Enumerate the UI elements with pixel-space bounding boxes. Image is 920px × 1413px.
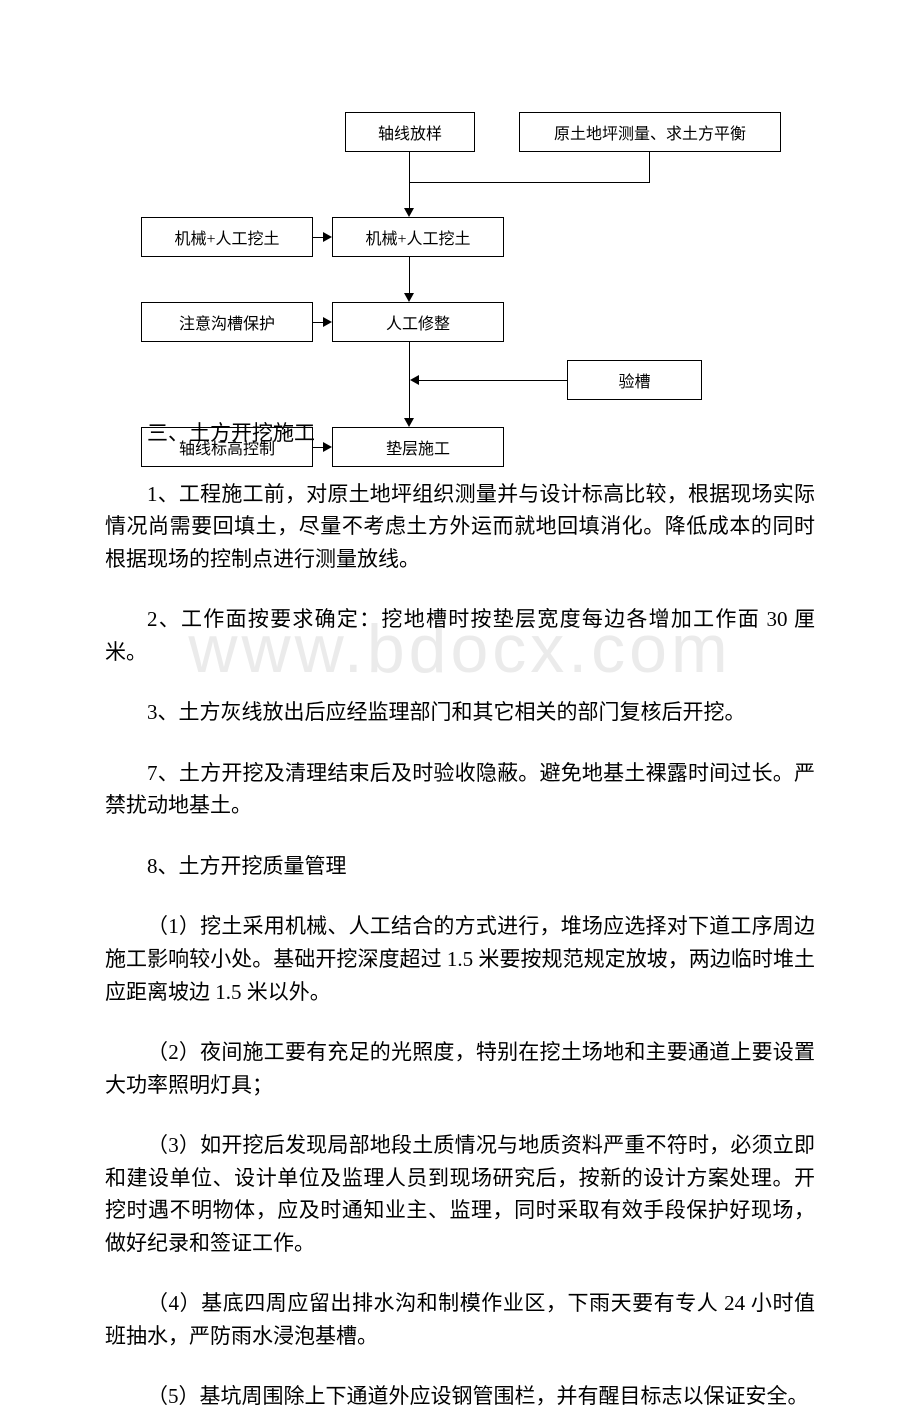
node-excavate-left: 机械+人工挖土 [141,217,313,257]
paragraph: （2）夜间施工要有充足的光照度，特别在挖土场地和主要通道上要设置大功率照明灯具； [105,1036,815,1101]
paragraph: （5）基坑周围除上下通道外应设钢管围栏，并有醒目标志以保证安全。 [105,1380,815,1413]
section-heading: 三、土方开挖施工 [105,418,815,450]
node-axis-layout: 轴线放样 [345,112,475,152]
paragraph: 3、土方灰线放出后应经监理部门和其它相关的部门复核后开挖。 [105,696,815,729]
paragraph: 2、工作面按要求确定：挖地槽时按垫层宽度每边各增加工作面 30 厘米。 [105,603,815,668]
paragraph: （3）如开挖后发现局部地段土质情况与地质资料严重不符时，必须立即和建设单位、设计… [105,1129,815,1259]
paragraph: 7、土方开挖及清理结束后及时验收隐蔽。避免地基土裸露时间过长。严禁扰动地基土。 [105,757,815,822]
document-body: 三、土方开挖施工 1、工程施工前，对原土地坪组织测量并与设计标高比较，根据现场实… [0,418,920,1413]
node-ground-measure: 原土地坪测量、求土方平衡 [519,112,781,152]
node-trench-check: 验槽 [567,360,702,400]
node-excavate-main: 机械+人工挖土 [332,217,504,257]
flowchart-diagram: 轴线放样 原土地坪测量、求土方平衡 机械+人工挖土 机械+人工挖土 注意沟槽保护… [0,0,920,390]
paragraph: （1）挖土采用机械、人工结合的方式进行，堆场应选择对下道工序周边施工影响较小处。… [105,910,815,1008]
node-manual-trim: 人工修整 [332,302,504,342]
paragraph: （4）基底四周应留出排水沟和制模作业区，下雨天要有专人 24 小时值班抽水，严防… [105,1287,815,1352]
node-trench-protect: 注意沟槽保护 [141,302,313,342]
paragraph: 1、工程施工前，对原土地坪组织测量并与设计标高比较，根据现场实际情况尚需要回填土… [105,478,815,576]
paragraph: 8、土方开挖质量管理 [105,850,815,883]
